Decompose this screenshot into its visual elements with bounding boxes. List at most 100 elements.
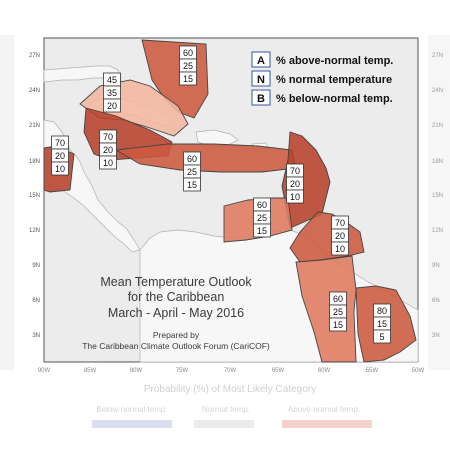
prob-cell [329, 317, 347, 332]
region-guyana [295, 255, 357, 363]
prob-value: 60 [187, 154, 197, 164]
prob-cell [103, 98, 121, 113]
right-lat-label: 12N [432, 228, 443, 234]
title-line-3: March - April - May 2016 [108, 306, 244, 320]
prob-box-bahamas-north: 60 25 15 [179, 45, 197, 86]
lon-label: 90W [38, 368, 51, 374]
legend-text: % below-normal temp. [276, 93, 393, 105]
prob-value: 70 [335, 218, 345, 228]
prob-value: 80 [377, 306, 387, 316]
legend-key-box [251, 51, 271, 68]
lon-label: 70W [224, 368, 237, 374]
legend-key: N [257, 74, 265, 86]
prob-cell [51, 161, 69, 176]
prob-value: 15 [377, 319, 387, 329]
lon-label: 75W [176, 368, 189, 374]
prob-cell [183, 177, 201, 192]
prob-box-guyana: 60 25 15 [329, 291, 347, 332]
colorbar-section: Probability (%) of Most Likely Category … [92, 384, 372, 428]
colorbar-normal-swatch [194, 420, 254, 428]
colorbar-title: Probability (%) of Most Likely Category [144, 384, 316, 395]
right-lat-label: 15N [432, 193, 443, 199]
prob-cell [253, 223, 271, 238]
prob-value: 25 [333, 307, 343, 317]
right-lat-label: 18N [432, 159, 443, 165]
right-lat-label: 9N [432, 263, 440, 269]
prob-box-lesser-antilles-south: 70 20 10 [331, 215, 349, 256]
lat-label: 24N [29, 88, 40, 94]
organization: The Caribbean Climate Outlook Forum (Car… [82, 341, 270, 351]
lon-label: 80W [130, 368, 143, 374]
prob-value: 35 [107, 88, 117, 98]
prob-value: 20 [103, 145, 113, 155]
lat-label: 12N [29, 228, 40, 234]
lon-axis-labels: 90W 85W 80W 75W 70W 65W 60W 55W 50W [38, 368, 425, 374]
prob-value: 25 [183, 61, 193, 71]
prob-cell [99, 155, 117, 170]
prob-value: 70 [103, 132, 113, 142]
legend-text: % normal temperature [276, 74, 392, 86]
legend-key-box [251, 89, 271, 106]
prob-value: 70 [290, 166, 300, 176]
lon-label: 85W [84, 368, 97, 374]
prob-cell [286, 189, 304, 204]
prob-box-central-america-west: 70 20 10 [51, 135, 69, 176]
prob-value: 20 [107, 101, 117, 111]
prob-value: 15 [183, 74, 193, 84]
colorbar-below-swatch [92, 420, 172, 428]
lat-label: 18N [29, 159, 40, 165]
right-lat-label: 24N [432, 88, 443, 94]
prob-cell [179, 71, 197, 86]
prob-value: 25 [187, 167, 197, 177]
prob-value: 15 [187, 180, 197, 190]
prob-value: 60 [257, 200, 267, 210]
prob-cell [373, 329, 391, 344]
prob-value: 20 [55, 151, 65, 161]
lon-label: 65W [272, 368, 285, 374]
prob-value: 60 [333, 294, 343, 304]
prob-box-jamaica-caymans: 70 20 10 [99, 129, 117, 170]
lat-label: 21N [29, 123, 40, 129]
legend-text: % above-normal temp. [276, 55, 393, 67]
prob-cell [331, 241, 349, 256]
legend-key-box [251, 70, 271, 87]
prob-value: 10 [55, 164, 65, 174]
prob-value: 70 [55, 138, 65, 148]
prob-value: 20 [290, 179, 300, 189]
prob-value: 5 [379, 332, 384, 342]
legend-key: B [257, 93, 265, 105]
lon-label: 60W [318, 368, 331, 374]
legend: A % above-normal temp. N % normal temperatu… [251, 51, 393, 106]
lat-axis-labels: 27N 24N 21N 18N 15N 12N 9N 6N 3N [29, 53, 40, 339]
right-lat-label: 3N [432, 333, 440, 339]
lat-label: 3N [32, 333, 40, 339]
lon-label: 50W [412, 368, 425, 374]
colorbar-label-above: Above-normal temp. [288, 405, 360, 414]
title-line-2: for the Caribbean [128, 290, 225, 304]
lat-label: 15N [29, 193, 40, 199]
prob-value: 25 [257, 213, 267, 223]
prob-value: 10 [290, 192, 300, 202]
prob-value: 45 [107, 75, 117, 85]
prob-box-suriname-french-guiana: 80 15 5 [373, 303, 391, 344]
right-lat-label: 27N [432, 53, 443, 59]
prob-box-lesser-antilles-north: 70 20 10 [286, 163, 304, 204]
prob-value: 15 [333, 320, 343, 330]
land-hispaniola [195, 129, 239, 147]
prob-value: 10 [103, 158, 113, 168]
colorbar-above-swatch [282, 420, 372, 428]
prob-value: 15 [257, 226, 267, 236]
lon-label: 55W [366, 368, 379, 374]
right-panel-edge [428, 35, 450, 370]
prob-value: 10 [335, 244, 345, 254]
right-lat-labels: 27N 24N 21N 18N 15N 12N 9N 6N 3N [432, 53, 443, 339]
colorbar-label-below: Below-normal temp. [96, 405, 167, 414]
prob-box-abc-islands: 60 25 15 [253, 197, 271, 238]
prob-value: 60 [183, 48, 193, 58]
colorbar-label-normal: Normal temp. [202, 405, 250, 414]
legend-key: A [257, 55, 265, 67]
prob-box-cuba: 45 35 20 [103, 72, 121, 113]
prepared-by: Prepared by [153, 330, 200, 340]
prob-box-hispaniola-puerto-rico: 60 25 15 [183, 151, 201, 192]
